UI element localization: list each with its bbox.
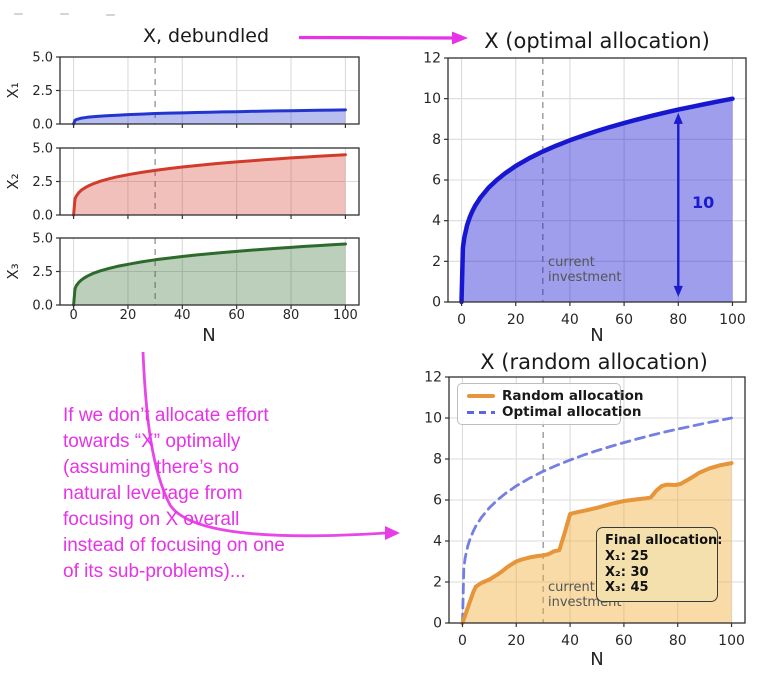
final-allocation-x1: X₁: 25 [605,549,649,564]
svg-text:100: 100 [719,312,746,328]
svg-text:20: 20 [507,633,525,649]
svg-text:0: 0 [457,312,466,328]
arrow-note-to-random-head [385,526,400,540]
svg-text:X₁: X₁ [4,82,22,98]
svg-text:40: 40 [561,633,579,649]
svg-text:2: 2 [433,575,442,591]
svg-text:8: 8 [432,132,441,148]
svg-text:100: 100 [718,633,745,649]
random-allocation-line-sample [467,394,495,398]
legend-row-random: Random allocation [467,388,644,404]
svg-text:12: 12 [423,51,441,67]
svg-text:0: 0 [433,616,442,632]
svg-text:4: 4 [432,213,441,229]
legend-row-optimal: Optimal allocation [467,404,641,420]
stray-mark [60,13,69,15]
svg-text:0.0: 0.0 [32,118,53,133]
svg-text:8: 8 [433,452,442,468]
random-chart-legend: Random allocation Optimal allocation [457,383,644,425]
svg-text:80: 80 [669,633,687,649]
handwritten-note: If we don’t allocate effort towards “X” … [63,405,285,582]
svg-text:5.0: 5.0 [32,51,53,66]
svg-text:20: 20 [507,312,525,328]
svg-text:6: 6 [433,493,442,509]
optimal-xaxis-label: N [590,325,604,346]
svg-text:6: 6 [432,173,441,189]
svg-text:40: 40 [174,308,191,323]
final-allocation-title: Final allocation: [605,533,723,548]
svg-text:60: 60 [615,312,633,328]
svg-text:4: 4 [433,534,442,550]
svg-text:2.5: 2.5 [32,265,53,280]
random-xaxis-label: N [590,649,604,670]
svg-text:20: 20 [120,308,137,323]
final-allocation-x2: X₂: 30 [605,564,649,580]
svg-text:2.5: 2.5 [32,84,53,99]
svg-text:12: 12 [424,370,442,386]
stray-mark [106,14,115,16]
arrow-note-to-random [141,351,387,538]
final-allocation-x3: X₃: 45 [605,580,649,595]
svg-text:0: 0 [432,295,441,311]
optimal-chart-title: X (optimal allocation) [484,29,710,53]
svg-text:60: 60 [228,308,245,323]
debundled-chart-title: X, debundled [142,25,270,47]
final-allocation-box: Final allocation: X₁: 25 X₂: 30 X₃: 45 [596,527,723,602]
svg-text:X₃: X₃ [4,263,22,279]
stray-mark [14,13,23,15]
svg-text:0.0: 0.0 [32,209,53,224]
svg-text:80: 80 [283,308,300,323]
svg-text:60: 60 [615,633,633,649]
svg-text:10: 10 [423,91,441,107]
optimal-current-investment-label: current investment [548,255,622,285]
svg-text:0.0: 0.0 [32,299,53,314]
legend-label-optimal: Optimal allocation [502,404,642,420]
svg-text:100: 100 [333,308,358,323]
legend-label-random: Random allocation [502,388,644,404]
svg-text:2.5: 2.5 [32,175,53,190]
gap-arrow-value-label: 10 [692,193,715,212]
svg-text:5.0: 5.0 [32,232,53,247]
svg-text:80: 80 [669,312,687,328]
svg-text:0: 0 [69,308,77,323]
svg-text:2: 2 [432,254,441,270]
random-chart-title: X (random allocation) [480,350,708,374]
arrow-debundled-to-optimal-head [452,31,468,45]
svg-text:5.0: 5.0 [32,142,53,157]
svg-text:40: 40 [561,312,579,328]
optimal-allocation-line-sample [467,410,495,414]
debundled-xaxis-label: N [202,325,216,346]
svg-text:10: 10 [424,411,442,427]
svg-text:0: 0 [458,633,467,649]
arrow-debundled-to-optimal [298,35,453,40]
svg-text:X₂: X₂ [4,173,22,189]
